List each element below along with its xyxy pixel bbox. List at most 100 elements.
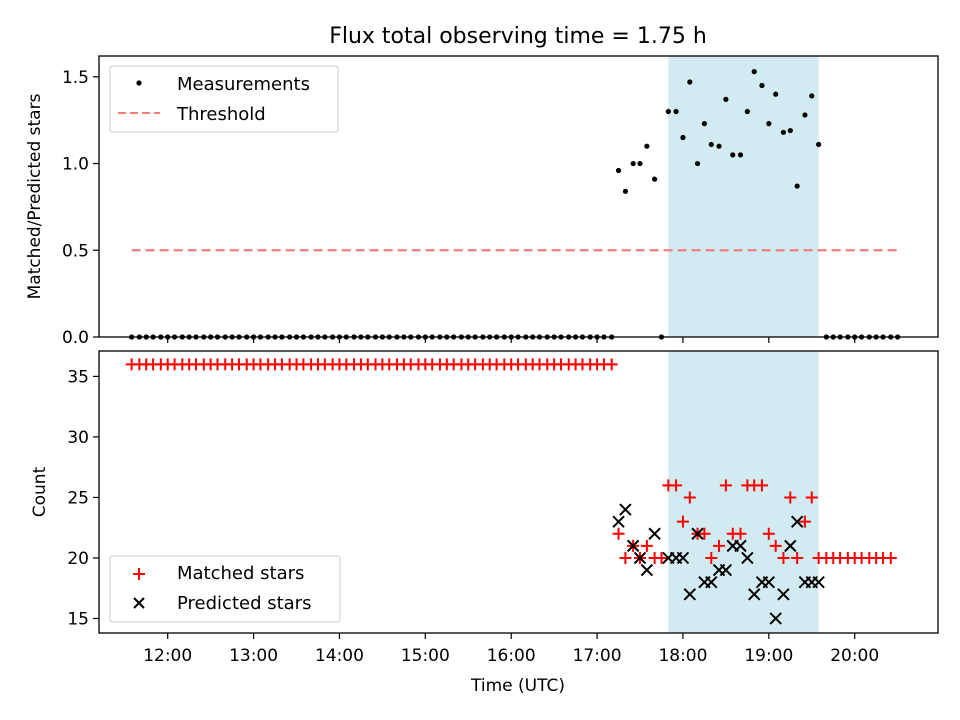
- matched-star-point: [713, 539, 726, 552]
- legend-marker-measurements: [136, 80, 142, 86]
- measurement-point: [680, 134, 686, 141]
- measurement-point: [802, 112, 808, 118]
- measurement-point: [615, 167, 622, 174]
- predicted-star-point: [777, 588, 790, 601]
- predicted-star-point: [691, 527, 704, 540]
- predicted-star-point: [683, 588, 697, 601]
- ytick-label: 1.0: [62, 155, 89, 175]
- measurement-point: [780, 129, 787, 135]
- xtick-label: 14:00: [315, 646, 364, 666]
- predicted-star-point: [762, 575, 776, 589]
- matched-star-point: [734, 527, 747, 540]
- measurement-point: [787, 127, 793, 134]
- legend-label-measurements: Measurements: [177, 74, 310, 95]
- matched-star-point: [762, 527, 775, 540]
- measurement-point: [687, 79, 693, 85]
- top-legend: Measurements Threshold: [109, 65, 339, 133]
- measurement-point: [708, 141, 714, 148]
- matched-star-point: [769, 539, 782, 552]
- top-legend-frame: [109, 65, 339, 133]
- predicted-star-point: [612, 515, 625, 528]
- matched-star-point: [619, 551, 632, 564]
- matched-star-point: [705, 551, 718, 564]
- predicted-star-point: [769, 612, 782, 625]
- matched-star-point: [676, 515, 689, 528]
- top-yaxis-ticks: 0.0 0.5 1.0 1.5: [62, 68, 99, 348]
- measurement-point: [694, 160, 701, 167]
- predicted-star-point: [812, 575, 825, 589]
- measurement-point: [730, 152, 736, 158]
- measurement-point: [637, 160, 643, 167]
- measurement-point: [766, 121, 772, 127]
- top-shaded-span: [668, 56, 819, 337]
- xtick-label: 12:00: [143, 646, 192, 666]
- ytick-label: 1.5: [62, 68, 89, 88]
- measurement-point: [630, 160, 636, 167]
- legend-marker-predicted: [133, 597, 145, 609]
- matched-star-point: [777, 551, 790, 564]
- measurements-series: [129, 69, 901, 340]
- predicted-star-point: [741, 551, 754, 565]
- ytick-label: 0.5: [62, 241, 89, 261]
- predicted-star-point: [633, 551, 647, 565]
- bottom-axes-frame: [98, 350, 939, 634]
- predicted-star-point: [619, 503, 632, 516]
- measurement-point: [701, 121, 708, 127]
- ytick-label: 35: [67, 367, 89, 387]
- measurement-point: [665, 108, 671, 115]
- matched-star-point: [791, 551, 804, 564]
- top-panel: 0.0 0.5 1.0 1.5 Matched/Predicted stars Mea…: [25, 55, 939, 348]
- ytick-label: 20: [67, 549, 89, 569]
- bottom-xaxis-ticks: 12:00 13:00 14:00 15:00 16:00 17:00 18:00 19:00…: [143, 633, 879, 666]
- xtick-label: 20:00: [830, 646, 879, 666]
- ytick-label: 15: [67, 609, 89, 629]
- ytick-label: 25: [67, 488, 89, 508]
- predicted-star-point: [648, 527, 661, 540]
- bottom-ylabel: Count: [30, 466, 50, 517]
- legend-label-threshold: Threshold: [176, 104, 266, 125]
- matched-star-point: [683, 491, 696, 504]
- predicted-star-point: [748, 588, 761, 601]
- predicted-stars-series: [612, 503, 825, 625]
- predicted-star-point: [676, 551, 690, 565]
- bottom-legend-frame: [109, 555, 341, 623]
- measurement-point: [723, 96, 729, 102]
- matched-star-point: [698, 527, 711, 540]
- xtick-label: 17:00: [573, 646, 622, 666]
- bottom-panel: 15 20 25 30 35 12:00 13:00 14:00 15:00 16:00 17:0…: [30, 350, 939, 696]
- xtick-label: 13:00: [229, 646, 278, 666]
- matched-star-point: [755, 479, 768, 492]
- measurement-point: [816, 141, 822, 148]
- matched-star-point: [719, 479, 732, 492]
- matched-star-point: [612, 527, 625, 540]
- matched-star-point: [670, 479, 683, 492]
- predicted-star-point: [719, 563, 733, 577]
- predicted-star-point: [640, 563, 654, 577]
- measurement-point: [622, 188, 629, 194]
- xtick-label: 18:00: [658, 646, 707, 666]
- legend-label-predicted: Predicted stars: [177, 593, 311, 614]
- predicted-star-point: [734, 539, 747, 553]
- xtick-label: 19:00: [744, 646, 793, 666]
- top-ylabel: Matched/Predicted stars: [25, 93, 45, 299]
- measurement-point: [794, 183, 800, 189]
- matched-star-point: [640, 539, 653, 552]
- ytick-label: 0.0: [62, 328, 89, 348]
- measurement-point: [744, 108, 750, 115]
- predicted-star-point: [626, 539, 640, 553]
- matched-star-point: [605, 358, 618, 371]
- top-axes-frame: [98, 55, 939, 338]
- xtick-label: 15:00: [401, 646, 450, 666]
- chart-title: Flux total observing time = 1.75 h: [329, 24, 707, 49]
- ytick-label: 30: [67, 428, 89, 448]
- bottom-xlabel: Time (UTC): [470, 676, 565, 696]
- predicted-star-point: [790, 515, 804, 528]
- predicted-star-point: [705, 575, 718, 589]
- bottom-shaded-span: [668, 351, 819, 633]
- matched-star-point: [805, 491, 818, 504]
- legend-marker-matched: [133, 568, 145, 580]
- measurement-point: [809, 93, 815, 99]
- matched-star-point: [884, 551, 897, 564]
- bottom-yaxis-ticks: 15 20 25 30 35: [67, 367, 99, 629]
